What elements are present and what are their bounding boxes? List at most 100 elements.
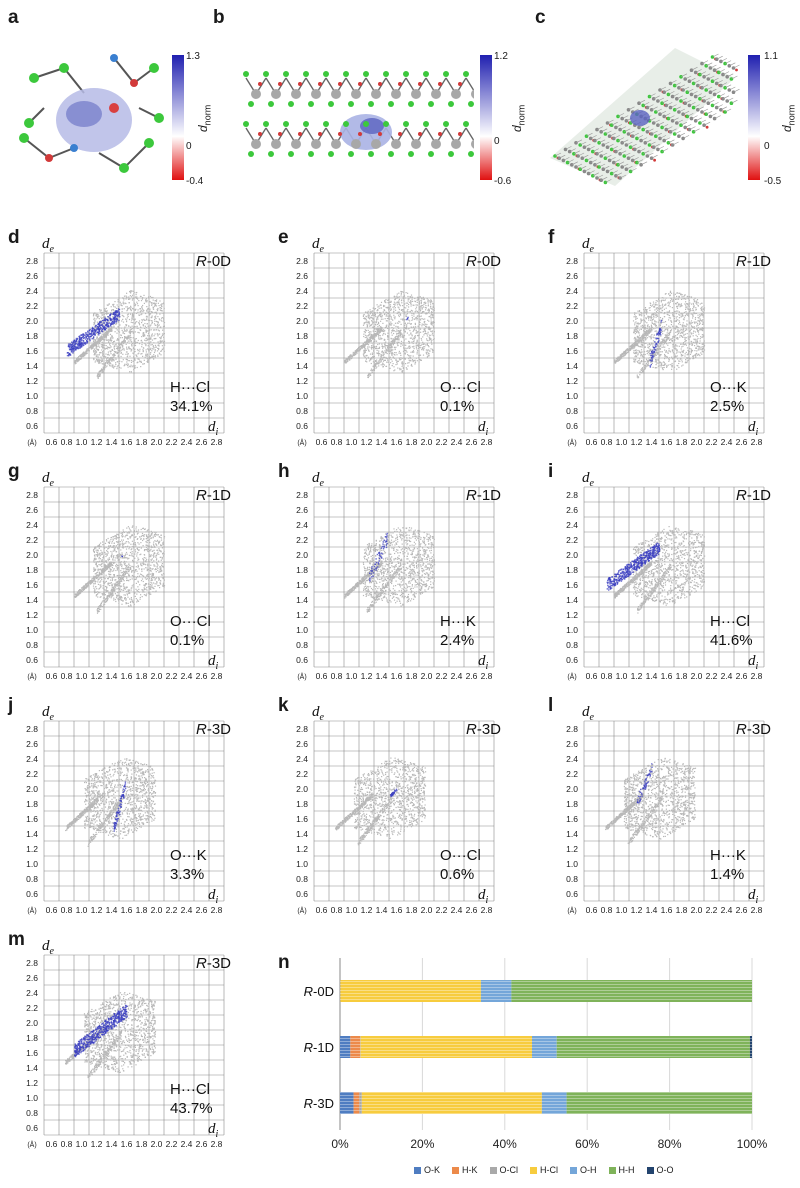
x-tick-label: 1.4	[106, 905, 118, 915]
y-tick-label: 1.0	[26, 625, 38, 635]
x-axis-label: di	[748, 419, 759, 438]
x-tick-label: 2.6	[466, 437, 478, 447]
x-tick-label: 0.6	[316, 905, 328, 915]
fingerprint-chart-g: 2.82.62.42.22.01.81.61.41.21.00.80.60.6 0…	[26, 470, 231, 681]
y-tick-label: 0.6	[566, 655, 578, 665]
legend-label: H-H	[618, 1165, 635, 1175]
x-tick-label: 2.0	[691, 905, 703, 915]
x-tick-label: 1.4	[106, 437, 118, 447]
colorbar-a-min: -0.4	[186, 176, 204, 187]
y-tick-label: 1.0	[26, 1093, 38, 1103]
x-tick-label: 1.0	[346, 671, 358, 681]
y-tick-label: 2.4	[26, 988, 38, 998]
contact-type-label: H···Cl	[170, 379, 210, 396]
fingerprint-gray-points	[344, 527, 436, 613]
fingerprint-chart-i: 2.82.62.42.22.01.81.61.41.21.00.80.60.6 0…	[566, 470, 771, 681]
y-tick-label: 0.6	[296, 889, 308, 899]
fingerprint-chart-k: 2.82.62.42.22.01.81.61.41.21.00.80.60.6 0…	[296, 704, 501, 915]
x-tick-label: 1.4	[646, 671, 658, 681]
x-tick-label: 1.6	[391, 905, 403, 915]
y-tick-label: 1.2	[296, 610, 308, 620]
contact-type-label: H···Cl	[710, 613, 750, 630]
y-tick-label: 0.6	[26, 655, 38, 665]
fingerprint-plot-k: k 2.8 2.6 2.4 2.2 2.0 1.8 1.6 1.4 1.2 1.0 0.8 0.6 0.6…	[270, 696, 520, 926]
axis-unit-label: (Å)	[567, 438, 576, 447]
x-tick-label: 2.0	[421, 671, 433, 681]
x-tick-label: 1.2	[631, 671, 643, 681]
y-tick-label: 2.8	[566, 724, 578, 734]
y-tick-label: 0.6	[26, 1123, 38, 1133]
bar-chart-x-tick-label: 100%	[737, 1137, 768, 1151]
x-tick-label: 2.2	[436, 905, 448, 915]
fingerprint-contact-points	[113, 781, 127, 832]
x-axis-label: di	[208, 653, 219, 672]
y-tick-label: 2.4	[26, 754, 38, 764]
panel-letter-m: m	[8, 929, 25, 950]
y-axis-label: de	[582, 236, 595, 255]
x-tick-label: 1.6	[121, 437, 133, 447]
y-tick-label: 0.8	[26, 640, 38, 650]
y-tick-label: 2.0	[26, 316, 38, 326]
y-tick-label: 1.2	[296, 376, 308, 386]
panel-letter-i: i	[548, 461, 554, 482]
fingerprint-plot-g: g 2.8 2.6 2.4 2.2 2.0 1.8 1.6 1.4 1.2 1.0 0.8 0.6 0.6…	[0, 462, 250, 692]
fingerprint-grid	[313, 486, 495, 668]
fingerprint-contact-points	[406, 316, 409, 321]
y-tick-label: 1.8	[566, 565, 578, 575]
x-tick-label: 2.4	[451, 437, 463, 447]
x-tick-label: 0.8	[61, 437, 73, 447]
legend-swatch	[608, 1166, 616, 1174]
contact-percent-label: 3.3%	[170, 866, 204, 883]
x-tick-label: 1.4	[106, 671, 118, 681]
y-tick-label: 2.2	[566, 769, 578, 779]
phase-label: R-1D	[466, 487, 501, 504]
colorbar-c-mid: 0	[764, 141, 770, 152]
phase-label: R-3D	[196, 955, 231, 972]
y-tick-label: 0.6	[26, 421, 38, 431]
y-tick-label: 1.4	[566, 595, 578, 605]
x-tick-label: 0.6	[46, 671, 58, 681]
panel-letter-f: f	[548, 227, 555, 248]
x-tick-label: 2.4	[721, 905, 733, 915]
x-tick-label: 0.8	[61, 905, 73, 915]
y-tick-label: 1.8	[26, 1033, 38, 1043]
x-tick-label: 1.2	[361, 437, 373, 447]
y-tick-label: 1.6	[26, 814, 38, 824]
fingerprint-contact-points	[636, 763, 653, 804]
y-tick-label: 1.0	[296, 391, 308, 401]
colorbar-a-mid: 0	[186, 141, 192, 152]
dnorm-label-c: dnorm	[780, 104, 797, 132]
x-tick-label: 1.6	[661, 671, 673, 681]
bar-segment-texture	[340, 1036, 351, 1058]
y-axis-label: de	[312, 236, 325, 255]
y-tick-label: 0.8	[26, 1108, 38, 1118]
x-tick-label: 1.8	[136, 1139, 148, 1149]
y-tick-label: 1.6	[566, 580, 578, 590]
y-tick-label: 0.6	[566, 889, 578, 899]
y-tick-label: 1.4	[26, 595, 38, 605]
legend-item-H-Cl: H-Cl	[530, 1165, 558, 1175]
panel-letter-n: n	[278, 952, 290, 973]
x-tick-label: 2.6	[196, 1139, 208, 1149]
y-tick-label: 2.8	[26, 490, 38, 500]
y-tick-label: 2.4	[566, 754, 578, 764]
y-tick-label: 1.6	[296, 814, 308, 824]
y-tick-label: 0.8	[566, 406, 578, 416]
x-tick-label: 0.6	[586, 905, 598, 915]
axis-unit-label: (Å)	[567, 672, 576, 681]
x-tick-label: 2.6	[196, 671, 208, 681]
y-tick-label: 2.8	[566, 490, 578, 500]
x-tick-label: 2.6	[736, 671, 748, 681]
y-tick-label: 0.8	[26, 406, 38, 416]
contact-type-label: O···Cl	[440, 379, 481, 396]
phase-label: R-0D	[196, 253, 231, 270]
x-tick-label: 0.8	[61, 1139, 73, 1149]
legend-label: O-H	[580, 1165, 597, 1175]
x-axis-label: di	[208, 1121, 219, 1140]
y-tick-label: 1.6	[26, 346, 38, 356]
phase-label: R-0D	[466, 253, 501, 270]
y-tick-label: 1.8	[566, 799, 578, 809]
x-tick-label: 2.0	[691, 437, 703, 447]
y-tick-label: 2.6	[566, 739, 578, 749]
y-tick-label: 2.8	[26, 958, 38, 968]
